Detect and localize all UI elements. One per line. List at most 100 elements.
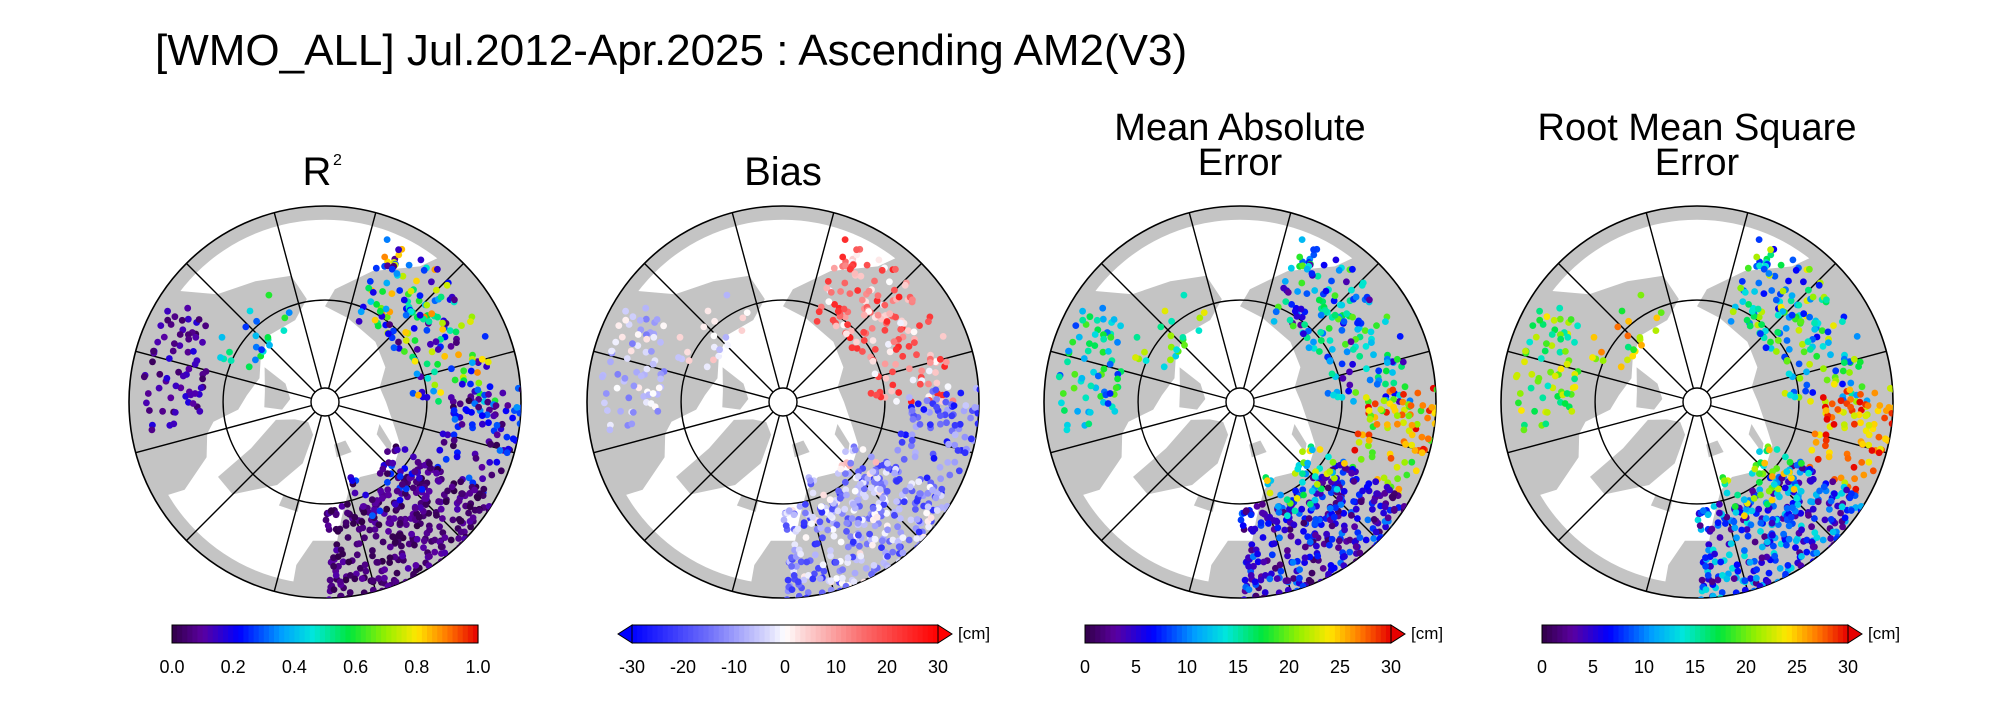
station-point: [1356, 352, 1364, 360]
land-mass: [264, 367, 291, 410]
station-point: [1865, 441, 1873, 449]
station-point: [417, 574, 425, 582]
station-point: [1834, 406, 1842, 413]
station-point: [1350, 397, 1357, 405]
station-point: [884, 526, 891, 534]
station-point: [1080, 355, 1088, 362]
station-point: [1702, 586, 1710, 593]
station-point: [883, 509, 891, 517]
station-point: [1325, 453, 1332, 461]
station-point: [1305, 515, 1313, 522]
station-point: [346, 589, 354, 596]
station-point: [1099, 304, 1107, 312]
station-point: [1301, 554, 1309, 562]
station-point: [914, 400, 922, 408]
station-point: [780, 516, 788, 524]
station-point: [1091, 331, 1099, 338]
station-point: [436, 523, 443, 531]
station-point: [1312, 531, 1319, 539]
station-point: [844, 543, 852, 551]
station-point: [457, 528, 465, 536]
station-point: [170, 420, 178, 428]
station-point: [843, 491, 850, 499]
station-point: [1797, 318, 1805, 325]
colorbar-cell: [1837, 625, 1844, 643]
station-point: [1837, 474, 1845, 482]
colorbar-cell: [1608, 625, 1614, 643]
station-point: [617, 407, 624, 415]
station-point: [1167, 343, 1175, 351]
station-point: [1745, 301, 1752, 308]
station-point: [1783, 357, 1791, 365]
colorbar-cell: [1735, 625, 1742, 643]
station-point: [943, 419, 950, 427]
station-point: [1111, 407, 1119, 415]
station-point: [1099, 348, 1107, 356]
station-point: [649, 360, 657, 368]
station-point: [383, 505, 391, 513]
station-point: [1361, 327, 1369, 334]
station-point: [1372, 478, 1380, 486]
colorbar-cell: [1324, 625, 1331, 643]
station-point: [1297, 305, 1305, 313]
colorbar-cell: [1238, 625, 1244, 643]
colorbar-tick-label: 30: [1381, 657, 1401, 677]
station-point: [906, 365, 913, 373]
station-point: [1860, 471, 1868, 479]
station-point: [1702, 562, 1709, 570]
station-point: [1815, 281, 1823, 289]
station-point: [1764, 578, 1772, 586]
station-point: [1430, 448, 1436, 456]
station-point: [649, 390, 657, 397]
station-point: [894, 523, 901, 531]
station-point: [1322, 308, 1330, 315]
station-point: [1380, 509, 1387, 517]
parallel-circle: [680, 299, 886, 505]
station-point: [1259, 534, 1267, 541]
station-point: [1059, 390, 1067, 397]
colorbar-cell: [1781, 625, 1788, 643]
station-point: [391, 500, 399, 508]
station-point: [1343, 348, 1351, 356]
station-point: [1418, 449, 1426, 457]
station-point: [399, 272, 407, 280]
station-point: [450, 442, 457, 450]
station-point: [503, 433, 511, 441]
colorbar-cell: [1827, 625, 1834, 643]
station-point: [1564, 333, 1572, 341]
meridian-line: [1699, 212, 1749, 389]
station-point: [437, 543, 445, 551]
station-point: [1811, 430, 1819, 438]
station-point: [1804, 338, 1812, 346]
colorbar-cell: [1355, 625, 1361, 643]
station-point: [655, 384, 663, 392]
colorbar-cell: [202, 625, 209, 643]
colorbar-tick-label: 0.0: [159, 657, 184, 677]
station-point: [1408, 441, 1416, 449]
station-point: [891, 469, 898, 477]
station-point: [942, 358, 950, 366]
station-point: [149, 358, 156, 366]
station-point: [1824, 328, 1832, 336]
station-point: [1819, 536, 1827, 544]
station-point: [1537, 355, 1545, 362]
station-point: [1792, 537, 1800, 545]
station-point: [1300, 330, 1307, 338]
station-point: [962, 402, 970, 409]
station-point: [951, 421, 959, 429]
station-point: [1868, 447, 1876, 454]
station-point: [1317, 337, 1325, 344]
station-point: [1345, 387, 1352, 395]
station-point: [1850, 463, 1858, 471]
station-point: [1362, 536, 1370, 544]
station-point: [800, 519, 808, 527]
station-point: [622, 307, 629, 315]
station-point: [824, 526, 832, 534]
station-point: [431, 381, 439, 389]
station-point: [1291, 507, 1299, 515]
station-point: [860, 328, 868, 336]
station-point: [227, 357, 235, 364]
colorbar-cell: [437, 625, 443, 643]
station-point: [1133, 333, 1141, 341]
station-point: [1839, 523, 1846, 531]
